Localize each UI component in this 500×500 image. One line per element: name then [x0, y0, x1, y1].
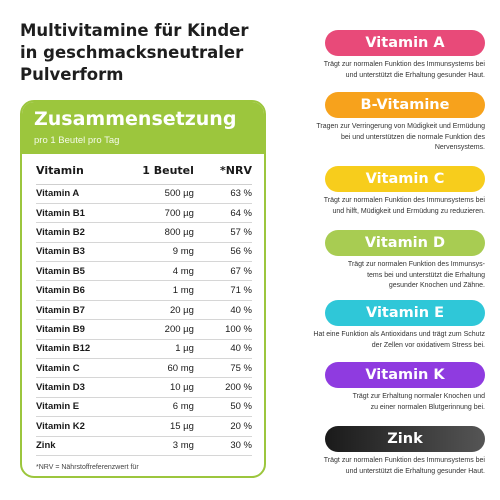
- nrv-percent: 63 %: [205, 184, 252, 204]
- nutrient-name: Vitamin B2: [36, 222, 115, 243]
- table-row: Vitamin B9 200 µg 100 %: [36, 319, 252, 340]
- nutrient-name: Vitamin B12: [36, 339, 115, 360]
- composition-title: Zusammensetzung: [34, 108, 237, 130]
- table-row: Vitamin B7 20 µg 40 %: [36, 300, 252, 321]
- nrv-percent: 71 %: [205, 280, 252, 301]
- nutrient-name: Vitamin E: [36, 397, 115, 418]
- nutrient-name: Vitamin B3: [36, 242, 115, 263]
- nrv-percent: 200 %: [205, 377, 252, 398]
- amount-per-sachet: 60 mg: [114, 358, 206, 379]
- nrv-percent: 50 %: [205, 397, 252, 418]
- nutrient-name: Zink: [36, 436, 115, 456]
- table-row: Vitamin B5 4 mg 67 %: [36, 261, 252, 282]
- table-row: Vitamin D3 10 µg 200 %: [36, 377, 252, 398]
- vitamin-label: B-Vitamine: [325, 92, 485, 118]
- table-row: Vitamin B1 700 µg 64 %: [36, 203, 252, 224]
- nrv-percent: 20 %: [205, 416, 252, 437]
- amount-per-sachet: 1 mg: [114, 280, 206, 301]
- table-row: Vitamin B6 1 mg 71 %: [36, 280, 252, 301]
- column-header-vitamin: Vitamin: [36, 162, 115, 185]
- nutrient-name: Vitamin D3: [36, 377, 115, 398]
- amount-per-sachet: 500 µg: [114, 184, 206, 204]
- nutrient-name: Vitamin A: [36, 184, 115, 204]
- table-row: Vitamin C 60 mg 75 %: [36, 358, 252, 379]
- page-title: Multivitamine für Kinder in geschmacksne…: [20, 21, 249, 84]
- nrv-percent: 100 %: [205, 319, 252, 340]
- table-row: Vitamin A 500 µg 63 %: [36, 184, 252, 204]
- vitamin-description: Trägt zur Erhaltung normaler Knochen und…: [352, 393, 485, 411]
- vitamin-label: Vitamin E: [325, 300, 485, 326]
- nutrient-name: Vitamin B7: [36, 300, 115, 321]
- nutrient-name: Vitamin B5: [36, 261, 115, 282]
- vitamin-description: Trägt zur normalen Funktion des Immunsys…: [323, 61, 485, 79]
- amount-per-sachet: 15 µg: [114, 416, 206, 437]
- vitamin-label: Vitamin K: [325, 362, 485, 388]
- table-row: Zink 3 mg 30 %: [36, 436, 252, 456]
- nrv-percent: 56 %: [205, 242, 252, 263]
- nrv-percent: 67 %: [205, 261, 252, 282]
- nrv-percent: 40 %: [205, 339, 252, 360]
- table-header-row: Vitamin 1 Beutel *NRV: [36, 162, 252, 185]
- nrv-percent: 75 %: [205, 358, 252, 379]
- vitamin-description: Trägt zur normalen Funktion des Immunsys…: [323, 197, 485, 215]
- amount-per-sachet: 1 µg: [114, 339, 206, 360]
- nrv-footnote: *NRV = Nährstoffreferenzwert für: [36, 464, 139, 471]
- vitamin-description: Trägt zur normalen Funktion des Immunsys…: [323, 457, 485, 475]
- vitamin-description: Hat eine Funktion als Antioxidans und tr…: [313, 331, 485, 349]
- nrv-percent: 64 %: [205, 203, 252, 224]
- nutrient-name: Vitamin B6: [36, 280, 115, 301]
- table-row: Vitamin K2 15 µg 20 %: [36, 416, 252, 437]
- table-row: Vitamin B12 1 µg 40 %: [36, 339, 252, 360]
- nutrient-name: Vitamin B1: [36, 203, 115, 224]
- amount-per-sachet: 200 µg: [114, 319, 206, 340]
- amount-per-sachet: 10 µg: [114, 377, 206, 398]
- column-header-amount: 1 Beutel: [114, 162, 206, 185]
- amount-per-sachet: 20 µg: [114, 300, 206, 321]
- vitamin-label: Vitamin A: [325, 30, 485, 56]
- amount-per-sachet: 6 mg: [114, 397, 206, 418]
- column-header-nrv: *NRV: [205, 162, 252, 185]
- amount-per-sachet: 700 µg: [114, 203, 206, 224]
- nutrient-name: Vitamin K2: [36, 416, 115, 437]
- nutrient-name: Vitamin C: [36, 358, 115, 379]
- table-row: Vitamin B3 9 mg 56 %: [36, 242, 252, 263]
- vitamin-label: Zink: [325, 426, 485, 452]
- vitamin-description: Trägt zur normalen Funktion des Immunsys…: [347, 261, 485, 289]
- amount-per-sachet: 9 mg: [114, 242, 206, 263]
- composition-header: Zusammensetzung pro 1 Beutel pro Tag: [22, 102, 264, 154]
- table-row: Vitamin B2 800 µg 57 %: [36, 222, 252, 243]
- composition-panel: Zusammensetzung pro 1 Beutel pro Tag Vit…: [20, 100, 266, 478]
- nrv-percent: 57 %: [205, 222, 252, 243]
- amount-per-sachet: 3 mg: [114, 436, 206, 456]
- composition-table: Vitamin 1 Beutel *NRV Vitamin A 500 µg 63 …: [36, 162, 252, 456]
- amount-per-sachet: 4 mg: [114, 261, 206, 282]
- nrv-percent: 40 %: [205, 300, 252, 321]
- amount-per-sachet: 800 µg: [114, 222, 206, 243]
- vitamin-description: Tragen zur Verringerung von Müdigkeit un…: [316, 123, 485, 151]
- nutrient-name: Vitamin B9: [36, 319, 115, 340]
- vitamin-label: Vitamin D: [325, 230, 485, 256]
- vitamin-label: Vitamin C: [325, 166, 485, 192]
- nrv-percent: 30 %: [205, 436, 252, 456]
- composition-subtitle: pro 1 Beutel pro Tag: [34, 135, 120, 146]
